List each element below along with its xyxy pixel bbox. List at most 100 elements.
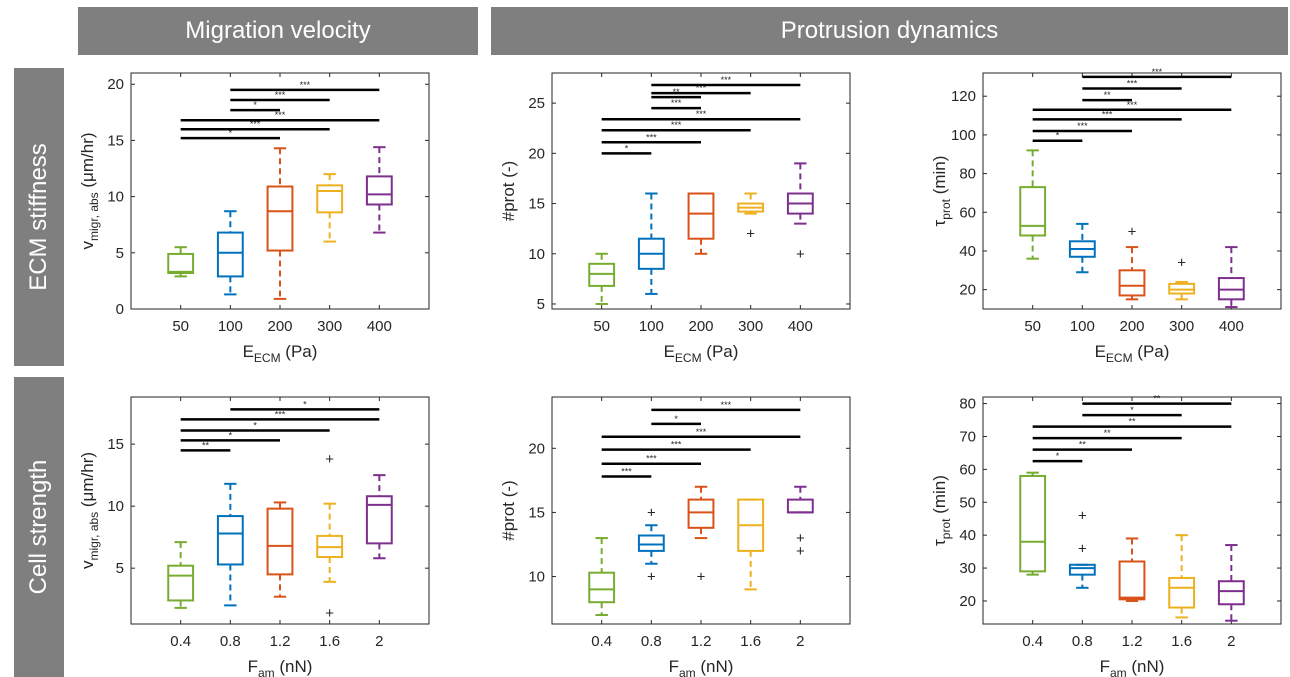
chart-panel-3: 20 40 60 80 100 120 50 100 200 300 400 EECM (Pa) τpr…: [930, 67, 1282, 365]
y-tick-label: 15: [107, 436, 124, 453]
significance-label: ***: [696, 83, 707, 93]
row-label-cell-strength: Cell strength: [14, 377, 64, 677]
box-1.2: [266, 501, 294, 598]
chart-panel-2: 5 10 15 20 25 50 100 200 300 400 EECM (Pa) #prot (-…: [499, 72, 851, 365]
x-tick-label: 200: [1119, 318, 1144, 335]
x-tick-label: 100: [218, 318, 243, 335]
significance-label: ***: [300, 80, 311, 90]
outlier-marker: +: [1177, 255, 1186, 272]
significance-label: *: [253, 100, 257, 110]
axes-frame: [982, 396, 1282, 625]
box-iqr: [687, 498, 715, 529]
y-tick-label: 50: [959, 494, 976, 511]
box-200: +: [1118, 224, 1146, 301]
header-migration-velocity-label: Migration velocity: [185, 17, 371, 44]
x-tick-label: 0.4: [1022, 633, 1043, 650]
box-iqr: [216, 515, 244, 566]
box-400: [1217, 246, 1245, 309]
significance-label: **: [1104, 90, 1112, 100]
significance-label: **: [1128, 417, 1136, 427]
significance-label: **: [1153, 394, 1161, 404]
significance-label: ***: [671, 120, 682, 130]
x-tick-label: 200: [688, 318, 713, 335]
y-tick-label: 70: [959, 428, 976, 445]
significance-label: *: [1130, 405, 1134, 415]
x-axis-label: Fam (nN): [248, 657, 313, 677]
y-tick-label: 20: [959, 593, 976, 610]
box-2: [1217, 544, 1245, 622]
y-tick-label: 10: [528, 246, 545, 263]
x-tick-label: 200: [267, 318, 292, 335]
y-axis-label: vmigr, abs (μm/hr): [78, 132, 101, 249]
x-axis-label: EECM (Pa): [1095, 342, 1170, 365]
box-0.8: ++: [1068, 507, 1096, 589]
significance-label: ***: [275, 90, 286, 100]
box-iqr: [1019, 186, 1047, 237]
y-tick-label: 5: [116, 245, 124, 262]
box-iqr: [1118, 269, 1146, 297]
header-protrusion-dynamics: Protrusion dynamics: [491, 7, 1288, 55]
outlier-marker: +: [1128, 224, 1137, 241]
outlier-marker: +: [1078, 540, 1087, 557]
row-label-ecm-stiffness: ECM stiffness: [14, 68, 64, 366]
x-tick-label: 2: [1227, 633, 1235, 650]
y-tick-label: 15: [107, 132, 124, 149]
box-400: +: [786, 162, 814, 263]
significance-label: *: [625, 143, 629, 153]
x-axis-label: Fam (nN): [669, 657, 734, 677]
box-iqr: [167, 564, 195, 602]
outlier-marker: +: [1078, 507, 1087, 524]
significance-label: **: [1079, 440, 1087, 450]
x-axis-label: EECM (Pa): [664, 342, 739, 365]
outlier-marker: +: [796, 543, 805, 560]
x-axis-label: EECM (Pa): [243, 342, 318, 365]
significance-label: *: [1056, 451, 1060, 461]
x-tick-label: 400: [788, 318, 813, 335]
box-50: [167, 246, 195, 278]
box-300: +: [1168, 255, 1196, 301]
box-100: [216, 210, 244, 296]
significance-label: ***: [621, 467, 632, 477]
significance-label: ***: [1102, 109, 1113, 119]
outlier-marker: +: [647, 504, 656, 521]
significance-label: ***: [646, 132, 657, 142]
box-2: [365, 474, 393, 560]
box-iqr: [316, 184, 344, 214]
y-tick-label: 0: [116, 301, 124, 318]
x-tick-label: 0.8: [1072, 633, 1093, 650]
significance-label: ***: [1077, 121, 1088, 131]
box-50: [588, 252, 616, 305]
box-iqr: [588, 571, 616, 604]
significance-label: ***: [275, 110, 286, 120]
chart-panel-4: 5 10 15 0.4 0.8 1.2 1.6 2 Fam (nN) vmigr, abs (μm…: [78, 396, 430, 677]
box-50: [1019, 149, 1047, 260]
significance-label: *: [1056, 131, 1060, 141]
x-tick-label: 50: [172, 318, 189, 335]
box-iqr: [365, 495, 393, 545]
box-iqr: [1118, 560, 1146, 601]
header-protrusion-dynamics-label: Protrusion dynamics: [780, 17, 999, 44]
y-axis-label: τprot (min): [930, 475, 953, 546]
outlier-marker: +: [746, 226, 755, 243]
y-tick-label: 10: [528, 569, 545, 586]
y-axis-label: τprot (min): [930, 156, 953, 227]
chart-panel-6: 20 30 40 50 60 70 80 0.4 0.8 1.2 1.6 2 Fam (nN) τprot…: [930, 394, 1282, 677]
y-tick-label: 10: [107, 498, 124, 515]
y-axis-label: vmigr, abs (μm/hr): [78, 452, 101, 569]
significance-label: **: [202, 440, 210, 450]
x-tick-label: 400: [367, 318, 392, 335]
box-iqr: [266, 507, 294, 576]
outlier-marker: +: [796, 530, 805, 547]
x-tick-label: 50: [1024, 318, 1041, 335]
x-tick-label: 300: [1169, 318, 1194, 335]
box-100: [1068, 222, 1096, 274]
box-200: [266, 147, 294, 300]
box-1.6: [737, 498, 765, 591]
box-1.6: ++: [316, 451, 344, 622]
y-tick-label: 20: [528, 440, 545, 457]
box-1.6: [1168, 534, 1196, 619]
box-100: [637, 192, 665, 295]
y-tick-label: 120: [951, 88, 976, 105]
